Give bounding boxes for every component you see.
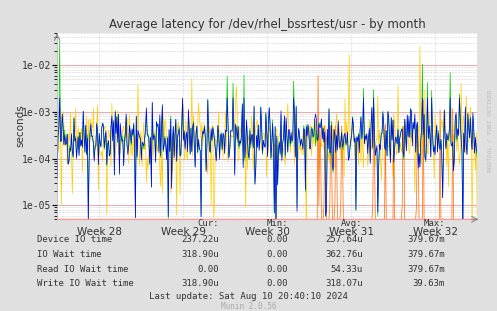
Text: 0.00: 0.00 <box>267 250 288 259</box>
Text: Max:: Max: <box>423 219 445 228</box>
Title: Average latency for /dev/rhel_bssrtest/usr - by month: Average latency for /dev/rhel_bssrtest/u… <box>109 18 425 31</box>
Text: 379.67m: 379.67m <box>407 235 445 244</box>
Text: RRDTOOL / TOBI OETIKER: RRDTOOL / TOBI OETIKER <box>487 89 492 172</box>
Text: 379.67m: 379.67m <box>407 250 445 259</box>
Text: 318.07u: 318.07u <box>325 279 363 288</box>
Text: Last update: Sat Aug 10 20:40:10 2024: Last update: Sat Aug 10 20:40:10 2024 <box>149 291 348 300</box>
Y-axis label: seconds: seconds <box>15 104 25 147</box>
Text: 0.00: 0.00 <box>267 279 288 288</box>
Text: 362.76u: 362.76u <box>325 250 363 259</box>
Text: Write IO Wait time: Write IO Wait time <box>37 279 134 288</box>
Text: Avg:: Avg: <box>341 219 363 228</box>
Text: 318.90u: 318.90u <box>181 279 219 288</box>
Text: 0.00: 0.00 <box>197 265 219 273</box>
Text: 0.00: 0.00 <box>267 235 288 244</box>
Text: Min:: Min: <box>267 219 288 228</box>
Text: Cur:: Cur: <box>197 219 219 228</box>
Text: IO Wait time: IO Wait time <box>37 250 102 259</box>
Text: 379.67m: 379.67m <box>407 265 445 273</box>
Text: Device IO time: Device IO time <box>37 235 112 244</box>
Text: 54.33u: 54.33u <box>331 265 363 273</box>
Text: 237.22u: 237.22u <box>181 235 219 244</box>
Text: 0.00: 0.00 <box>267 265 288 273</box>
Text: 39.63m: 39.63m <box>413 279 445 288</box>
Text: Munin 2.0.56: Munin 2.0.56 <box>221 301 276 310</box>
Text: Read IO Wait time: Read IO Wait time <box>37 265 129 273</box>
Text: 257.64u: 257.64u <box>325 235 363 244</box>
Text: 318.90u: 318.90u <box>181 250 219 259</box>
